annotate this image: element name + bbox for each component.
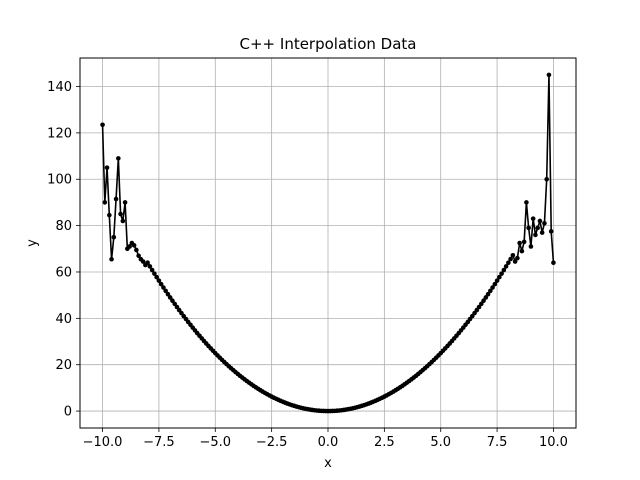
- x-tick-label: 7.5: [487, 435, 508, 450]
- data-point: [122, 200, 128, 205]
- data-point: [535, 225, 540, 231]
- data-point: [167, 295, 173, 300]
- ticks: −10.0 −7.5 −5.0 −2.5 0.0 2.5 5.0 7.5 10.0 0 20 40 60…: [47, 80, 568, 450]
- data-point: [526, 225, 531, 231]
- data-point: [163, 288, 168, 294]
- data-point: [109, 256, 114, 262]
- x-tick-label: −2.5: [256, 435, 288, 450]
- data-point: [152, 271, 157, 276]
- y-tick-label: 80: [55, 219, 72, 234]
- data-point: [100, 122, 105, 128]
- y-tick-label: 0: [64, 405, 72, 420]
- data-point: [494, 278, 500, 283]
- x-tick-label: −10.0: [83, 435, 123, 450]
- data-point: [524, 200, 529, 205]
- data-point: [512, 259, 518, 264]
- x-tick-label: 2.5: [374, 435, 395, 450]
- y-tick-label: 40: [55, 312, 72, 327]
- grid: [80, 58, 576, 428]
- data-point: [161, 285, 166, 290]
- data-point: [548, 229, 554, 234]
- data-point: [140, 259, 146, 264]
- data-point: [165, 291, 171, 297]
- data-point: [544, 176, 549, 182]
- data-point: [528, 244, 534, 249]
- data-point: [539, 230, 545, 235]
- data-point: [503, 264, 509, 269]
- data-point: [134, 247, 139, 253]
- x-axis-label: x: [324, 456, 332, 471]
- data-point: [497, 274, 502, 280]
- data-point: [170, 298, 175, 304]
- y-tick-label: 60: [55, 265, 72, 280]
- data-point: [551, 260, 556, 266]
- data-point: [483, 295, 489, 300]
- data-point: [145, 260, 150, 266]
- y-tick-label: 120: [47, 126, 72, 141]
- data-point: [530, 216, 536, 221]
- x-tick-label: −5.0: [199, 435, 231, 450]
- data-point: [147, 264, 153, 269]
- data-point: [149, 267, 155, 273]
- data-point: [485, 291, 491, 297]
- data-point: [510, 252, 516, 258]
- data-point: [501, 267, 507, 273]
- data-point: [136, 253, 141, 259]
- y-tick-label: 100: [47, 173, 72, 188]
- data-point: [508, 256, 513, 262]
- y-axis-label: y: [25, 239, 40, 247]
- x-tick-label: 0.0: [318, 435, 339, 450]
- data-point: [127, 244, 132, 249]
- data-point: [517, 240, 522, 246]
- data-point: [506, 260, 511, 266]
- y-tick-label: 140: [47, 80, 72, 95]
- data-point: [158, 281, 164, 287]
- data-point: [120, 218, 126, 224]
- data-point: [154, 274, 159, 280]
- x-tick-label: 5.0: [430, 435, 451, 450]
- data-point: [481, 298, 486, 304]
- data-point: [479, 301, 484, 307]
- data-point: [107, 212, 112, 218]
- x-tick-label: −7.5: [143, 435, 175, 450]
- data-point: [515, 255, 520, 261]
- data-point: [102, 200, 108, 205]
- series-group: [100, 72, 556, 414]
- data-point: [113, 196, 119, 202]
- data-point: [111, 234, 117, 240]
- data-point: [542, 220, 547, 226]
- data-point: [499, 271, 504, 276]
- chart-title: C++ Interpolation Data: [240, 35, 417, 53]
- data-point: [156, 278, 162, 283]
- data-point: [533, 232, 538, 238]
- data-point: [116, 156, 121, 161]
- data-point: [131, 243, 137, 248]
- y-tick-label: 20: [55, 358, 72, 373]
- data-point: [490, 285, 495, 290]
- data-point: [519, 248, 525, 254]
- data-point: [537, 218, 543, 224]
- data-point: [488, 288, 493, 294]
- data-point: [546, 72, 552, 78]
- data-point: [118, 211, 123, 217]
- data-point: [104, 165, 110, 170]
- x-tick-label: 10.0: [539, 435, 568, 450]
- data-point: [521, 239, 527, 245]
- data-point: [492, 281, 498, 287]
